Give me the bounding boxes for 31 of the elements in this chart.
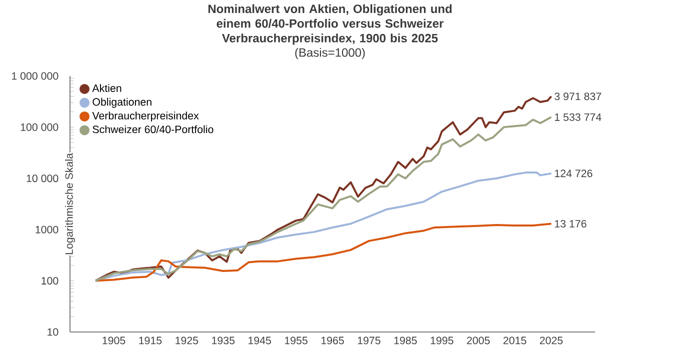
x-tick-label: 2005 [467, 336, 490, 344]
chart-title: Nominalwert von Aktien, Obligationen und einem 60/40-Portfolio versus Schweizer Verbraucherpreisindex, 1900 bis 2025 [208, 4, 452, 45]
x-tick-label: 1965 [321, 336, 344, 344]
y-tick-label: 10 000 [26, 174, 58, 182]
y-tick-label: 1000 [36, 226, 58, 234]
x-tick-label: 1955 [285, 336, 308, 344]
x-tick-label: 1985 [394, 336, 417, 344]
annotation: 13 176 [555, 220, 586, 228]
x-tick-label: 2025 [540, 336, 563, 344]
y-tick-label: 1 000 000 [12, 72, 58, 80]
x-tick-label: 1935 [212, 336, 235, 344]
x-tick-label: 1925 [176, 336, 198, 344]
x-tick-label: 2015 [503, 336, 526, 344]
annotation: 124 726 [555, 170, 592, 178]
annotation: 3 971 837 [554, 92, 602, 100]
x-tick-label: 1915 [139, 336, 162, 344]
legend-label: Obligationen [92, 98, 152, 108]
y-tick-label: 10 [48, 328, 58, 336]
y-axis-title: Logarithmische Skala [65, 153, 75, 254]
chart-subtitle: (Basis=1000) [295, 48, 365, 60]
legend-label: Aktien [92, 84, 122, 92]
line-series [94, 222, 552, 282]
x-tick-label: 1945 [248, 336, 271, 344]
y-tick-label: 100 000 [20, 123, 58, 131]
legend-label: Verbraucherpreisindex [92, 112, 199, 122]
x-tick-label: 1995 [430, 336, 454, 344]
legend-label: Schweizer 60/40-Portfolio [92, 125, 214, 134]
y-tick-label: 100 [42, 277, 58, 285]
x-tick-label: 1905 [102, 336, 126, 344]
annotation: 1 533 774 [555, 113, 602, 121]
x-tick-label: 1975 [358, 336, 380, 344]
